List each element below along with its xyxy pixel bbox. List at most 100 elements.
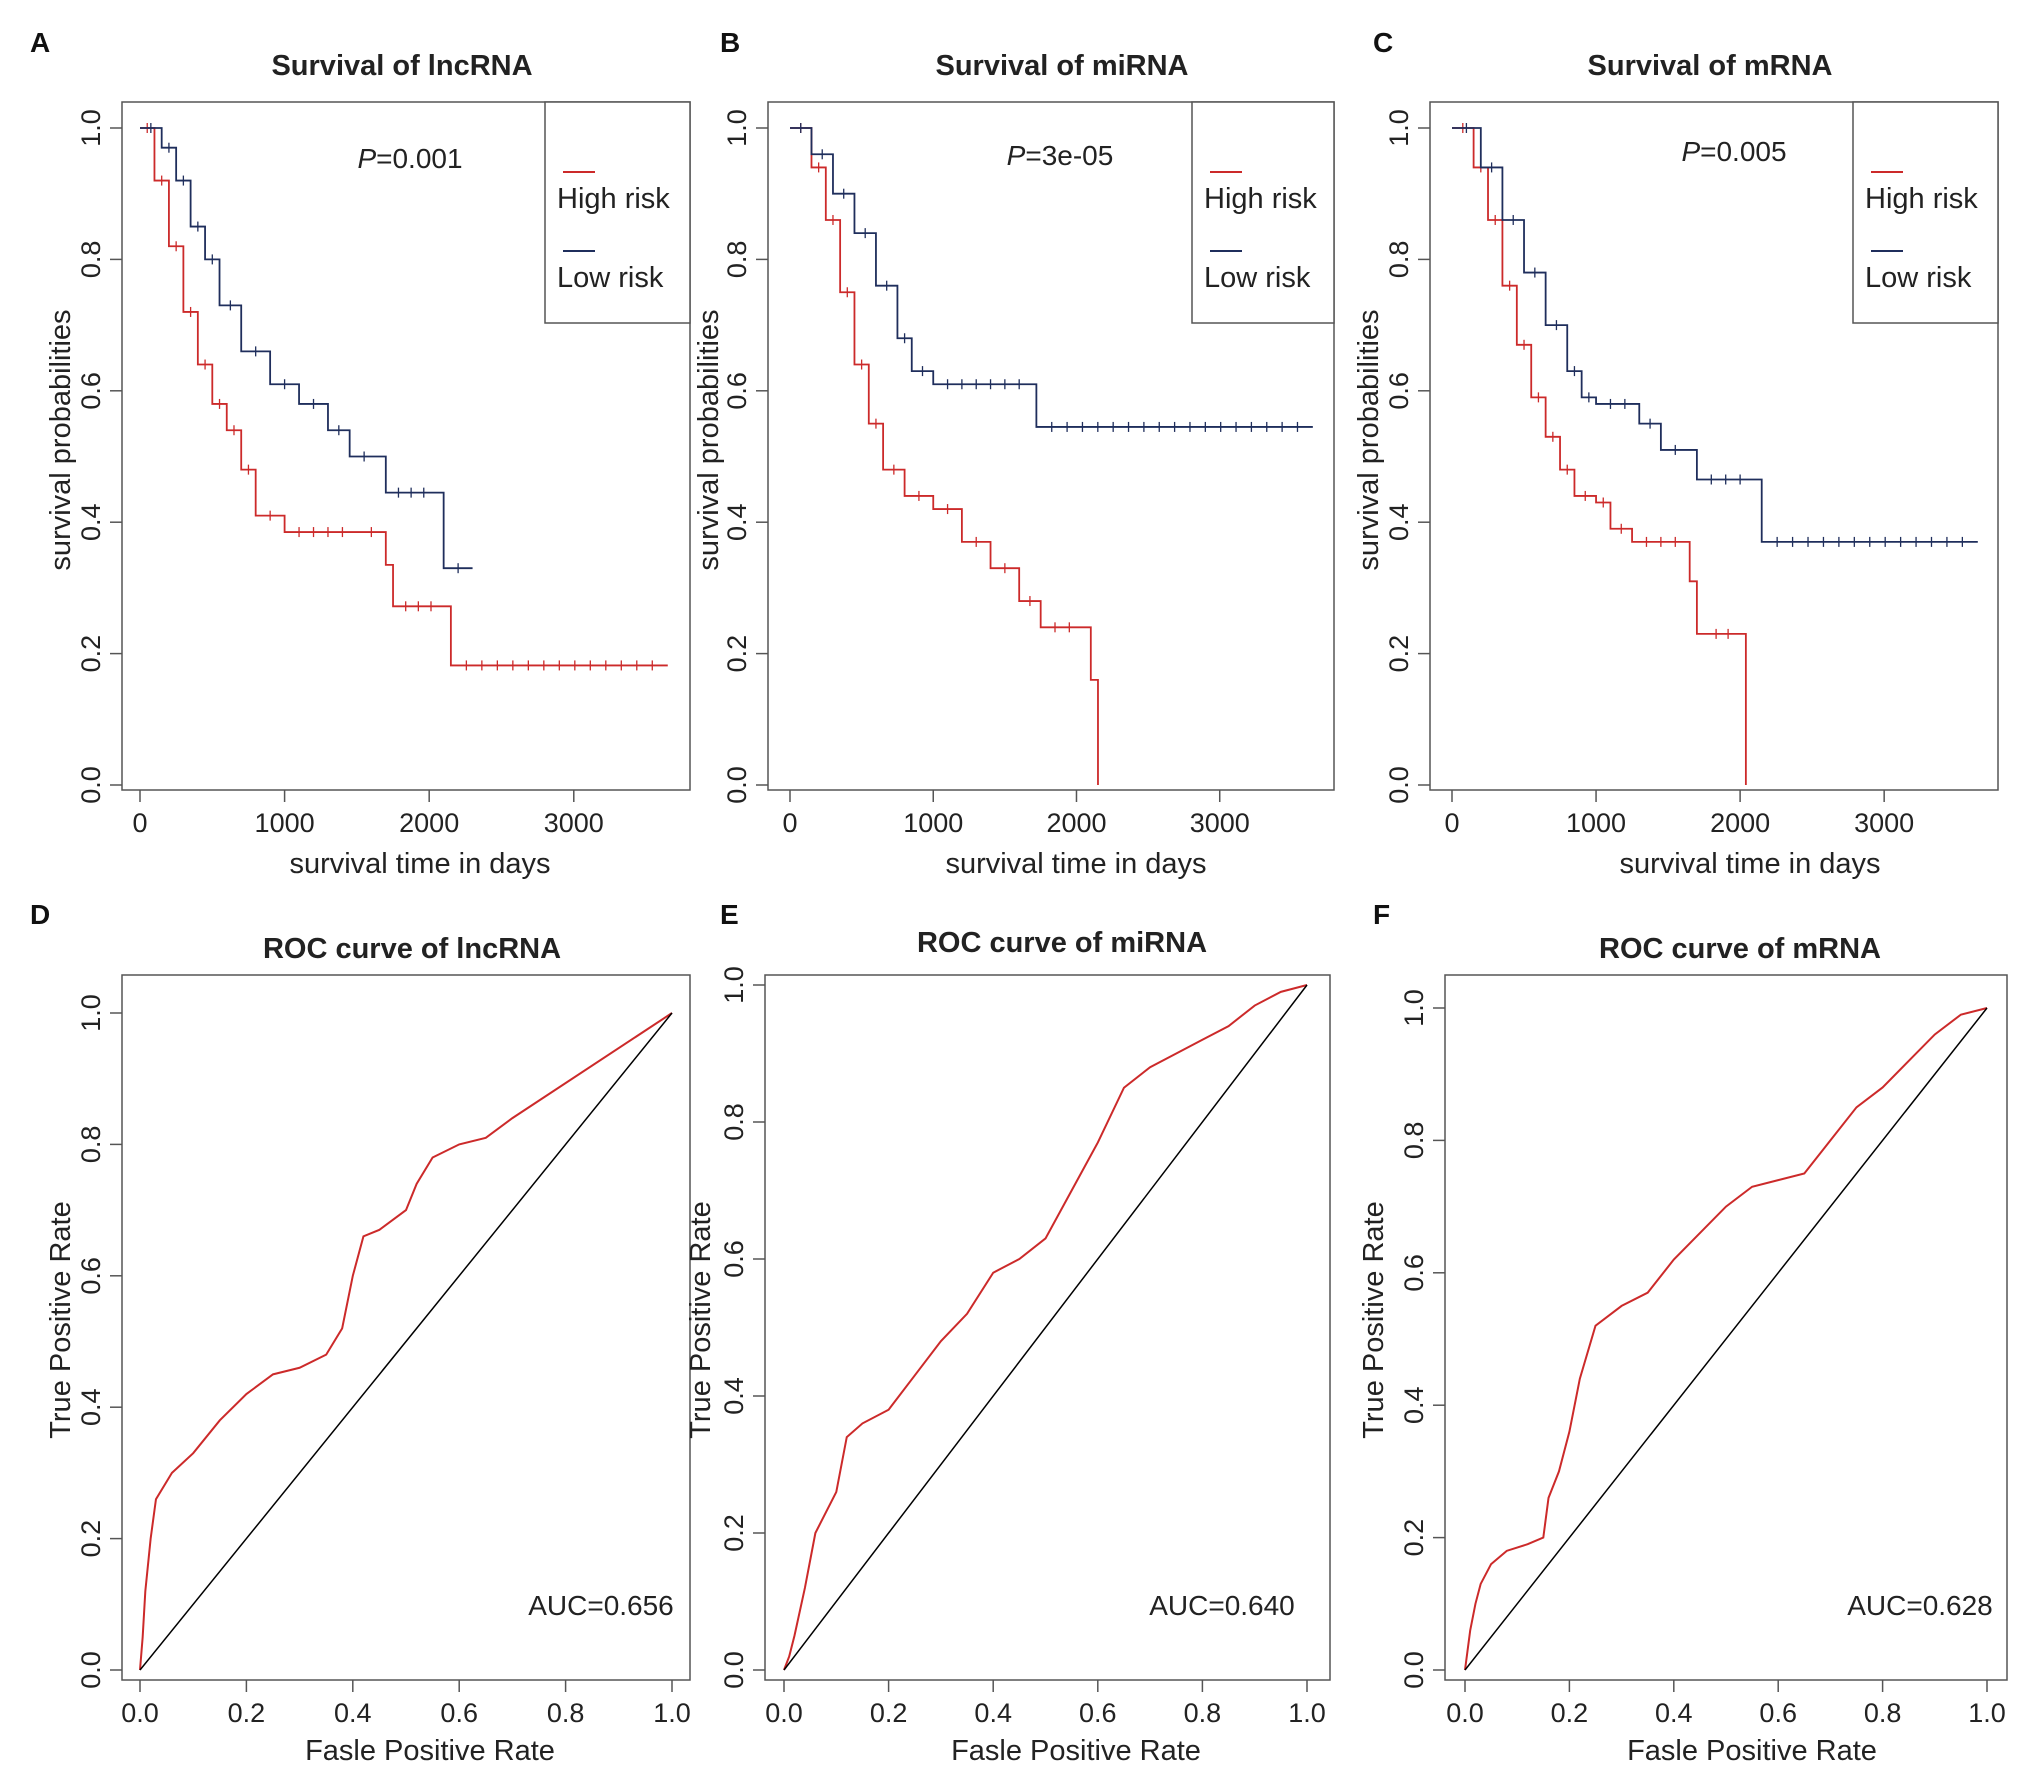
y-tick-label: 0.0 xyxy=(719,1651,749,1689)
x-axis-label: survival time in days xyxy=(289,848,550,880)
legend-box xyxy=(1852,101,1999,324)
x-tick-label: 0.4 xyxy=(974,1698,1012,1728)
x-tick-label: 2000 xyxy=(1046,808,1106,838)
panel-d: D ROC curve of lncRNA 0.0 0.2 0.4 0.6 0.8 1.0 0.… xyxy=(30,899,691,1767)
x-axis-label: Fasle Positive Rate xyxy=(951,1735,1201,1767)
series-line-reference xyxy=(139,1012,673,1671)
series-line-roc xyxy=(783,984,1308,1671)
x-tick-label: 0 xyxy=(132,808,147,838)
y-tick-label: 0.6 xyxy=(722,372,752,410)
y-tick-label: 0.6 xyxy=(1384,372,1414,410)
x-tick-label: 0.8 xyxy=(547,1698,585,1728)
legend-box xyxy=(544,101,691,324)
y-tick-label: 0.6 xyxy=(76,372,106,410)
p-value-symbol: P xyxy=(1681,136,1700,167)
legend-label-high: High risk xyxy=(557,183,670,215)
y-tick-label: 0.0 xyxy=(722,766,752,804)
p-value-annotation: P=3e-05 xyxy=(1007,140,1114,171)
panel-letter: A xyxy=(30,27,50,58)
series-line-high xyxy=(790,127,1099,785)
y-tick-label: 0.8 xyxy=(722,241,752,279)
plot-frame xyxy=(121,101,691,791)
chart-title: ROC curve of miRNA xyxy=(917,927,1207,959)
plot-frame xyxy=(121,974,691,1681)
series-line-roc xyxy=(139,1012,673,1671)
x-tick-label: 1000 xyxy=(903,808,963,838)
plot-frame xyxy=(764,974,1331,1681)
y-tick-label: 0.2 xyxy=(1384,635,1414,673)
y-tick-label: 0.6 xyxy=(76,1257,106,1295)
series-line-reference xyxy=(1464,1007,1988,1671)
x-tick-label: 0.4 xyxy=(334,1698,372,1728)
legend-label-high: High risk xyxy=(1204,183,1317,215)
panel-e: E ROC curve of miRNA 0.0 0.2 0.4 0.6 0.8 1.0 0.0… xyxy=(685,899,1331,1767)
y-axis-label: True Positive Rate xyxy=(1358,1201,1390,1438)
x-tick-label: 0.0 xyxy=(1446,1698,1484,1728)
y-tick-label: 1.0 xyxy=(719,966,749,1004)
y-tick-label: 0.4 xyxy=(76,503,106,541)
plot-frame xyxy=(767,101,1335,791)
y-tick-label: 0.2 xyxy=(76,1520,106,1558)
y-tick-label: 0.8 xyxy=(1384,241,1414,279)
y-tick-label: 0.4 xyxy=(1384,503,1414,541)
x-axis-label: survival time in days xyxy=(1619,848,1880,880)
legend-label-low: Low risk xyxy=(557,262,664,294)
x-tick-label: 0.8 xyxy=(1184,1698,1222,1728)
legend-label-low: Low risk xyxy=(1204,262,1311,294)
p-value-annotation: P=0.005 xyxy=(1681,136,1786,167)
p-value-text: =0.001 xyxy=(376,143,462,174)
x-axis-label: Fasle Positive Rate xyxy=(305,1735,555,1767)
x-tick-label: 1000 xyxy=(1566,808,1626,838)
x-tick-label: 0.2 xyxy=(228,1698,266,1728)
series-line-low xyxy=(140,127,473,570)
y-axis-label: survival probabilities xyxy=(45,309,77,570)
legend-label-low: Low risk xyxy=(1865,262,1972,294)
x-tick-label: 0.0 xyxy=(121,1698,159,1728)
y-tick-label: 0.6 xyxy=(719,1240,749,1278)
x-tick-label: 0.6 xyxy=(1079,1698,1117,1728)
y-tick-label: 0.0 xyxy=(1399,1651,1429,1689)
x-tick-label: 2000 xyxy=(1710,808,1770,838)
chart-title: Survival of lncRNA xyxy=(271,50,532,82)
auc-annotation: AUC=0.656 xyxy=(528,1590,674,1621)
x-tick-label: 0.0 xyxy=(765,1698,803,1728)
y-tick-label: 0.8 xyxy=(76,1126,106,1164)
y-tick-label: 0.2 xyxy=(1399,1519,1429,1557)
y-axis-label: True Positive Rate xyxy=(685,1201,717,1438)
x-tick-label: 3000 xyxy=(544,808,604,838)
series-line-high xyxy=(1452,127,1747,785)
p-value-symbol: P xyxy=(1007,140,1026,171)
y-tick-label: 0.2 xyxy=(722,635,752,673)
y-tick-label: 1.0 xyxy=(722,109,752,147)
x-axis-label: survival time in days xyxy=(945,848,1206,880)
y-tick-label: 0.8 xyxy=(1399,1122,1429,1160)
y-tick-label: 0.4 xyxy=(76,1388,106,1426)
x-tick-label: 1000 xyxy=(255,808,315,838)
y-tick-label: 0.0 xyxy=(76,766,106,804)
y-tick-label: 0.0 xyxy=(76,1651,106,1689)
y-tick-label: 0.6 xyxy=(1399,1254,1429,1292)
panel-a: A Survival of lncRNA 0.0 0.2 0.4 0.6 0.8 1.0 0 10… xyxy=(30,27,691,880)
x-tick-label: 0.6 xyxy=(440,1698,478,1728)
chart-title: Survival of miRNA xyxy=(936,50,1189,82)
auc-annotation: AUC=0.640 xyxy=(1149,1590,1295,1621)
x-tick-label: 0 xyxy=(1444,808,1459,838)
y-tick-label: 0.4 xyxy=(1399,1386,1429,1424)
legend-box xyxy=(1191,101,1335,324)
panel-letter: E xyxy=(720,899,739,930)
series-line-roc xyxy=(1464,1007,1988,1671)
x-axis-label: Fasle Positive Rate xyxy=(1627,1735,1877,1767)
panel-b: B Survival of miRNA 0.0 0.2 0.4 0.6 0.8 1.0 0 100… xyxy=(693,27,1335,880)
chart-title: ROC curve of mRNA xyxy=(1599,933,1881,965)
panel-letter: D xyxy=(30,899,50,930)
y-tick-label: 0.4 xyxy=(719,1377,749,1415)
panel-c: C Survival of mRNA 0.0 0.2 0.4 0.6 0.8 1.0 0 1000… xyxy=(1353,27,1999,880)
x-tick-label: 0.4 xyxy=(1655,1698,1693,1728)
y-tick-label: 1.0 xyxy=(76,109,106,147)
y-tick-label: 1.0 xyxy=(1384,109,1414,147)
y-tick-label: 0.2 xyxy=(719,1514,749,1552)
y-tick-label: 0.8 xyxy=(719,1103,749,1141)
x-tick-label: 1.0 xyxy=(653,1698,691,1728)
x-tick-label: 1.0 xyxy=(1968,1698,2006,1728)
